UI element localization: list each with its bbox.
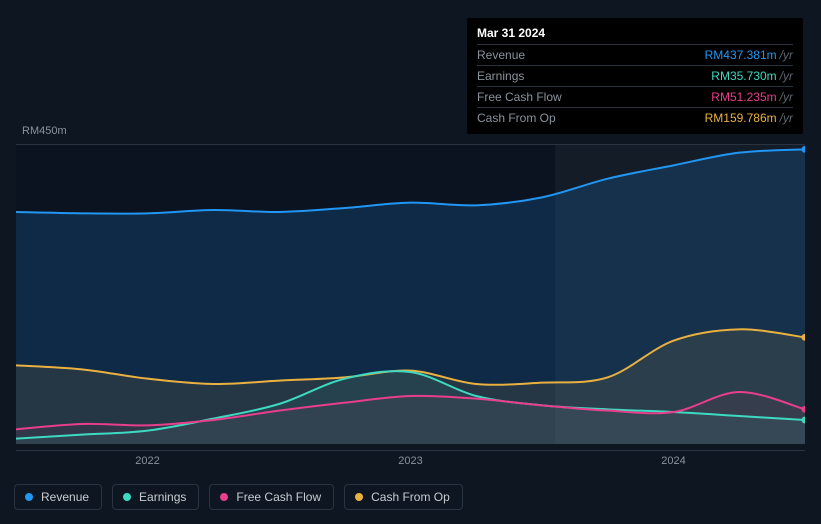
legend-swatch xyxy=(25,493,33,501)
tooltip-label: Revenue xyxy=(477,48,525,62)
chart-plot-area[interactable]: Past xyxy=(16,144,805,444)
legend-label: Earnings xyxy=(139,490,186,504)
x-tick: 2024 xyxy=(661,455,685,467)
hover-tooltip: Mar 31 2024 RevenueRM437.381m/yrEarnings… xyxy=(467,18,803,134)
tooltip-label: Free Cash Flow xyxy=(477,90,562,104)
legend-item-revenue[interactable]: Revenue xyxy=(14,484,102,510)
legend-label: Free Cash Flow xyxy=(236,490,321,504)
tooltip-value: RM159.786m xyxy=(705,111,777,125)
legend-label: Revenue xyxy=(41,490,89,504)
x-tick: 2022 xyxy=(135,455,159,467)
tooltip-label: Cash From Op xyxy=(477,111,556,125)
legend-item-cash_from_op[interactable]: Cash From Op xyxy=(344,484,463,510)
tooltip-row-cash_from_op: Cash From Op RM159.786m/yr xyxy=(477,107,793,128)
tooltip-value: RM35.730m xyxy=(711,69,776,83)
tooltip-unit: /yr xyxy=(780,69,793,83)
x-tick: 2023 xyxy=(398,455,422,467)
tooltip-value: RM51.235m xyxy=(711,90,776,104)
x-axis: 2022 2023 2024 xyxy=(16,450,805,466)
chart-svg xyxy=(16,144,805,444)
legend-label: Cash From Op xyxy=(371,490,450,504)
tooltip-row-free_cash_flow: Free Cash Flow RM51.235m/yr xyxy=(477,86,793,107)
tooltip-label: Earnings xyxy=(477,69,524,83)
tooltip-unit: /yr xyxy=(780,90,793,104)
legend-swatch xyxy=(123,493,131,501)
tooltip-row-revenue: Revenue RM437.381m/yr xyxy=(477,44,793,65)
tooltip-unit: /yr xyxy=(780,48,793,62)
legend-item-earnings[interactable]: Earnings xyxy=(112,484,199,510)
y-axis-label-max: RM450m xyxy=(22,125,67,137)
tooltip-row-earnings: Earnings RM35.730m/yr xyxy=(477,65,793,86)
legend: Revenue Earnings Free Cash Flow Cash From O… xyxy=(14,484,463,510)
legend-swatch xyxy=(355,493,363,501)
tooltip-unit: /yr xyxy=(780,111,793,125)
legend-swatch xyxy=(220,493,228,501)
tooltip-date: Mar 31 2024 xyxy=(477,26,793,44)
tooltip-value: RM437.381m xyxy=(705,48,777,62)
legend-item-free_cash_flow[interactable]: Free Cash Flow xyxy=(209,484,334,510)
